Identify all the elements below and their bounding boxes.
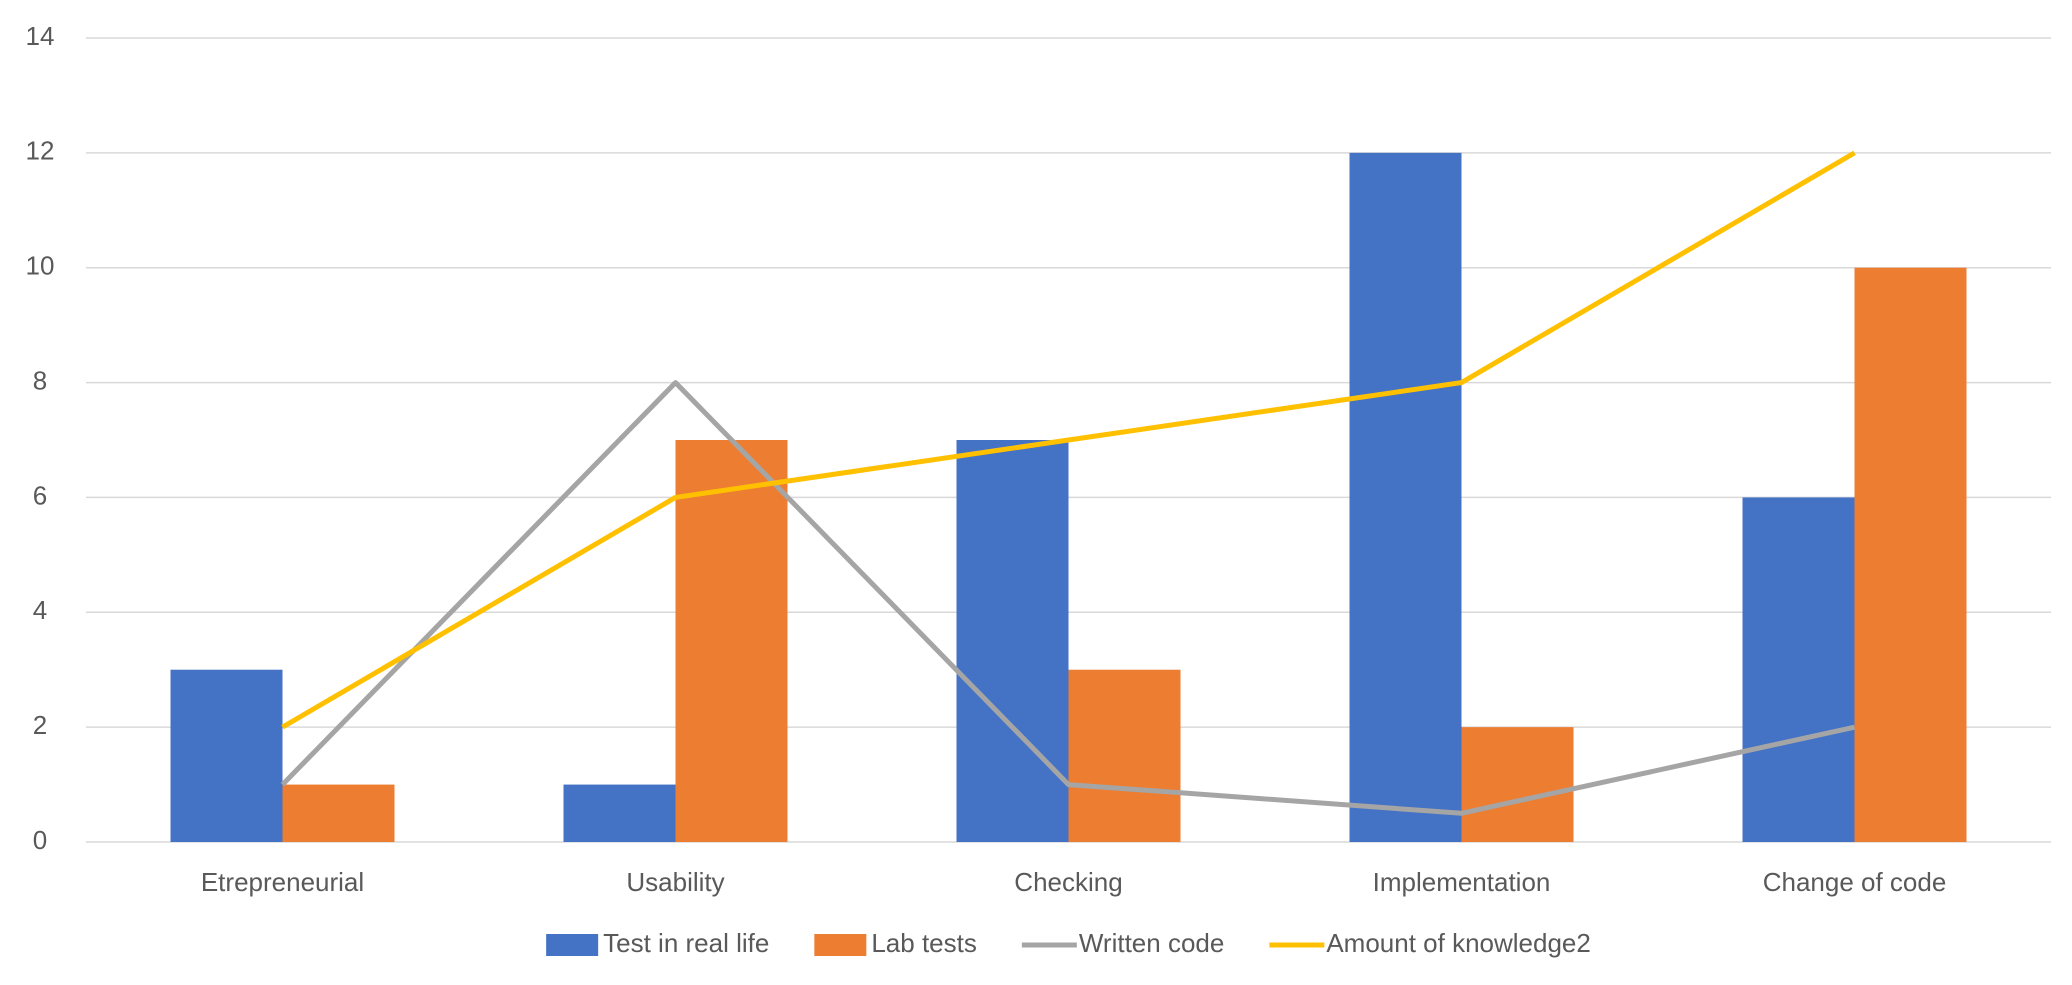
bar bbox=[170, 669, 283, 842]
bar bbox=[282, 784, 395, 842]
x-tick-label: Change of code bbox=[1763, 867, 1947, 897]
bar bbox=[1349, 152, 1462, 842]
bar bbox=[675, 440, 788, 842]
bar bbox=[1068, 669, 1181, 842]
y-tick-label: 4 bbox=[33, 595, 47, 625]
legend-label: Lab tests bbox=[871, 928, 977, 958]
y-tick-label: 14 bbox=[26, 21, 55, 51]
x-tick-label: Checking bbox=[1014, 867, 1122, 897]
line-series bbox=[281, 150, 1856, 730]
legend-label: Amount of knowledge2 bbox=[1326, 928, 1591, 958]
y-tick-label: 0 bbox=[33, 825, 47, 855]
y-tick-label: 8 bbox=[33, 365, 47, 395]
x-tick-label: Etrepreneurial bbox=[201, 867, 364, 897]
y-tick-label: 10 bbox=[26, 251, 55, 281]
bar bbox=[956, 440, 1069, 842]
legend-label: Test in real life bbox=[603, 928, 769, 958]
legend-swatch bbox=[814, 934, 867, 956]
bar bbox=[1742, 497, 1855, 842]
y-tick-label: 2 bbox=[33, 710, 47, 740]
bar bbox=[1461, 727, 1574, 842]
bar bbox=[563, 784, 676, 842]
x-tick-label: Usability bbox=[626, 867, 724, 897]
legend: Test in real life Lab tests Written code Am… bbox=[546, 928, 1591, 958]
x-tick-label: Implementation bbox=[1373, 867, 1551, 897]
y-tick-label: 6 bbox=[33, 480, 47, 510]
bar bbox=[1854, 267, 1967, 842]
line-series bbox=[280, 380, 1856, 816]
legend-label: Written code bbox=[1079, 928, 1224, 958]
y-tick-label: 12 bbox=[26, 136, 55, 166]
legend-swatch bbox=[546, 934, 599, 956]
